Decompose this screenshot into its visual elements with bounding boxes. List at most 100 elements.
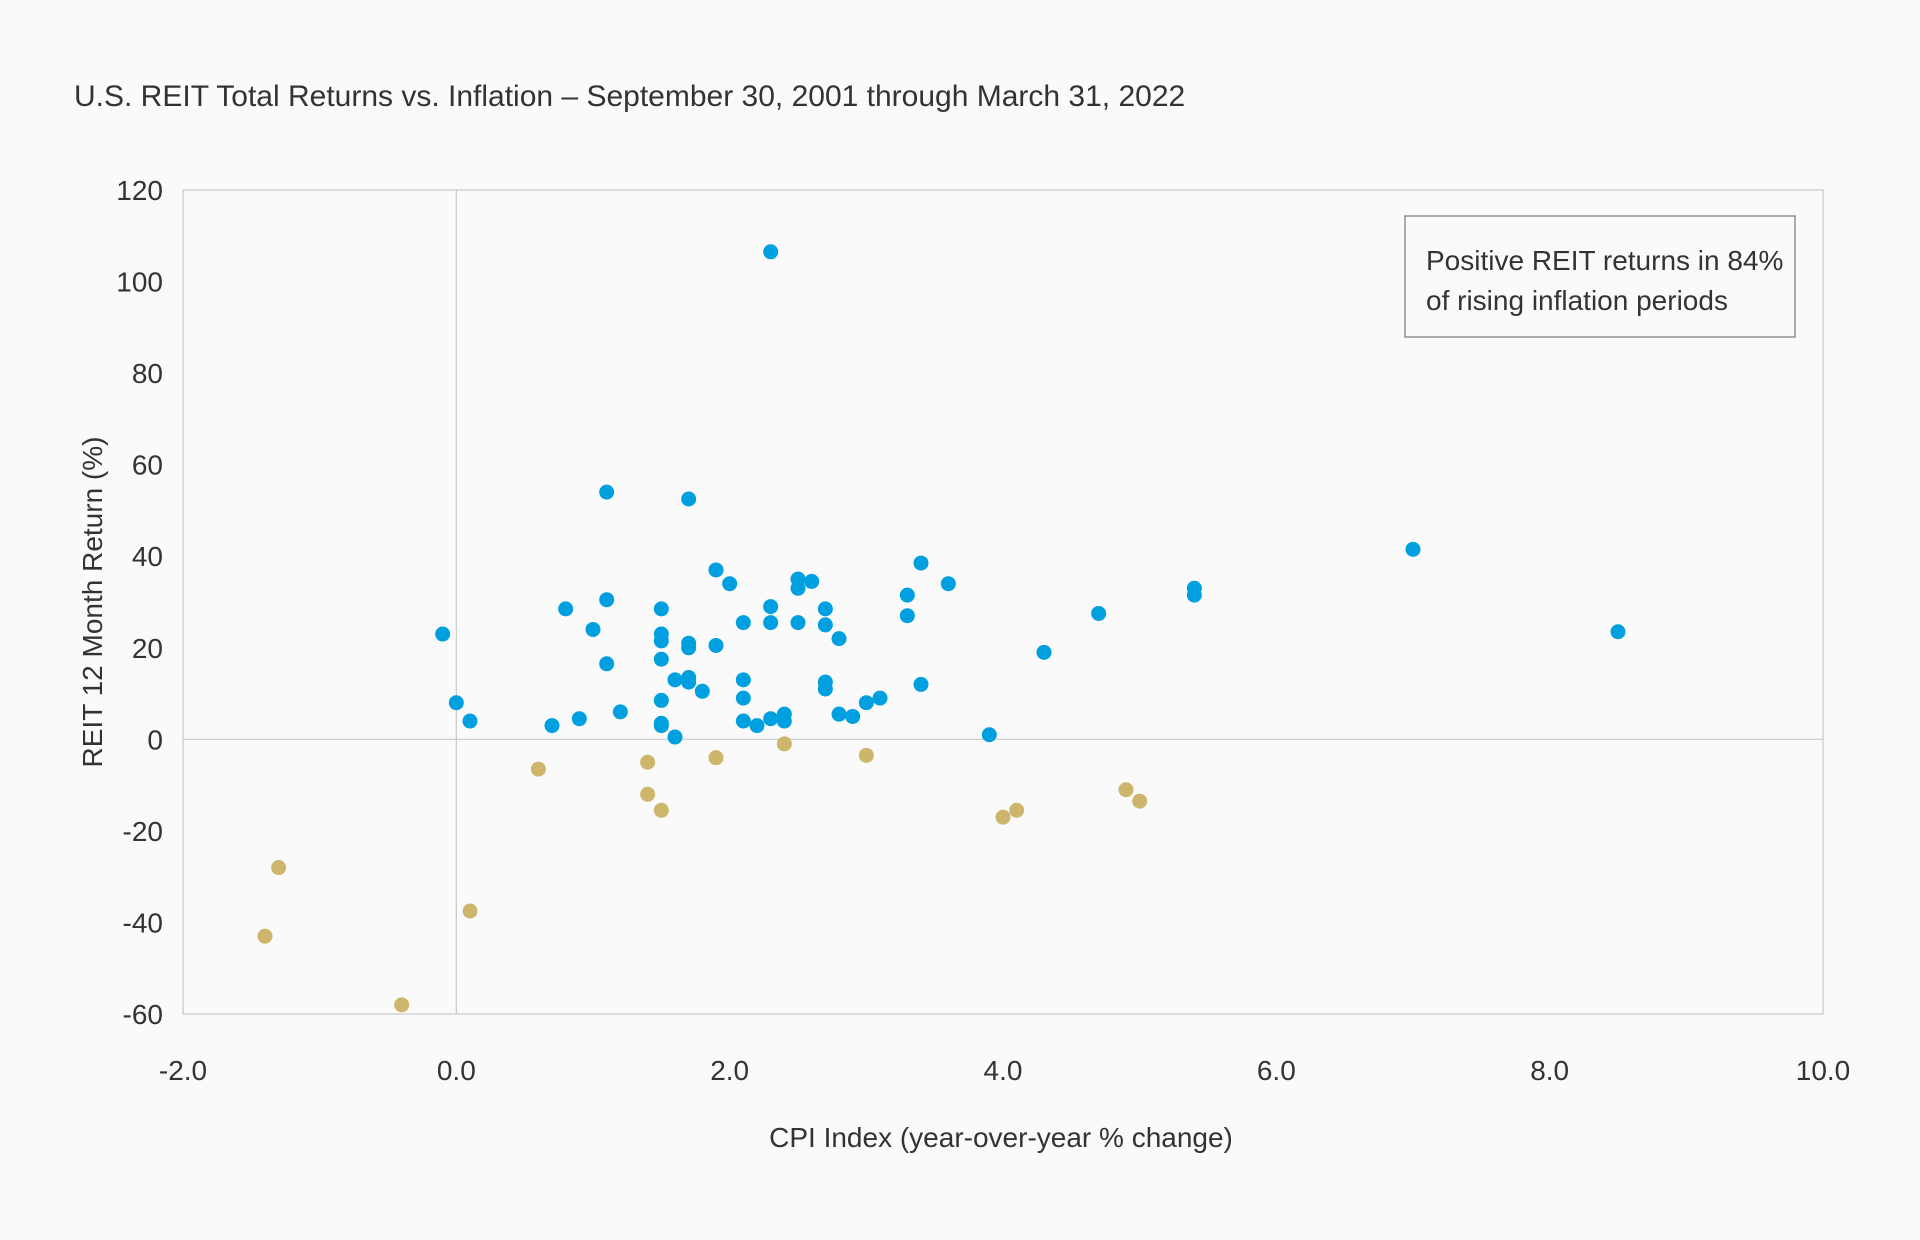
x-tick-label: -2.0 xyxy=(159,1055,207,1086)
x-tick-label: 0.0 xyxy=(437,1055,476,1086)
data-point-positive xyxy=(763,244,779,260)
data-point-positive xyxy=(448,695,464,711)
data-point-positive xyxy=(599,592,615,608)
data-points xyxy=(257,244,1626,1013)
y-tick-labels: 120 100 80 60 40 20 0 -20 -40 -60 xyxy=(116,175,163,1030)
data-point-positive xyxy=(708,562,724,578)
x-tick-label: 8.0 xyxy=(1530,1055,1569,1086)
data-point-positive xyxy=(599,484,615,500)
data-point-negative xyxy=(640,786,656,802)
data-point-positive xyxy=(653,633,669,649)
data-point-negative xyxy=(776,736,792,752)
data-point-positive xyxy=(763,599,779,615)
y-tick-label: 0 xyxy=(147,724,163,755)
data-point-positive xyxy=(653,651,669,667)
data-point-negative xyxy=(653,802,669,818)
x-tick-label: 6.0 xyxy=(1257,1055,1296,1086)
data-point-positive xyxy=(817,617,833,633)
data-point-positive xyxy=(858,695,874,711)
data-point-negative xyxy=(394,997,410,1013)
data-point-positive xyxy=(899,587,915,603)
data-point-positive xyxy=(735,615,751,631)
annotation-line-1: Positive REIT returns in 84% xyxy=(1426,245,1783,276)
data-point-negative xyxy=(257,928,273,944)
y-tick-label: -20 xyxy=(123,816,163,847)
data-point-negative xyxy=(708,750,724,766)
data-point-positive xyxy=(899,608,915,624)
x-tick-label: 10.0 xyxy=(1796,1055,1851,1086)
x-axis-label: CPI Index (year-over-year % change) xyxy=(769,1122,1233,1153)
data-point-positive xyxy=(1036,644,1052,660)
data-point-negative xyxy=(858,747,874,763)
data-point-positive xyxy=(1610,624,1626,640)
y-tick-label: 60 xyxy=(132,450,163,481)
data-point-negative xyxy=(995,809,1011,825)
data-point-positive xyxy=(681,674,697,690)
data-point-positive xyxy=(544,718,560,734)
data-point-positive xyxy=(763,711,779,727)
data-point-positive xyxy=(913,555,929,571)
x-tick-label: 2.0 xyxy=(710,1055,749,1086)
x-tick-labels: -2.0 0.0 2.0 4.0 6.0 8.0 10.0 xyxy=(159,1055,1850,1086)
data-point-positive xyxy=(940,576,956,592)
data-point-positive xyxy=(667,672,683,688)
data-point-negative xyxy=(462,903,478,919)
data-point-positive xyxy=(790,615,806,631)
annotation-frame xyxy=(1404,215,1796,338)
data-point-positive xyxy=(831,706,847,722)
annotation-line-2: of rising inflation periods xyxy=(1426,285,1728,316)
plot-area xyxy=(182,189,1824,1015)
data-point-positive xyxy=(872,690,888,706)
data-point-positive xyxy=(1405,541,1421,557)
y-tick-label: -40 xyxy=(123,907,163,938)
data-point-positive xyxy=(831,631,847,647)
data-point-positive xyxy=(735,690,751,706)
data-point-positive xyxy=(776,713,792,729)
data-point-positive xyxy=(1091,605,1107,621)
data-point-positive xyxy=(681,640,697,656)
data-point-positive xyxy=(681,491,697,507)
y-tick-label: 120 xyxy=(116,175,163,206)
data-point-negative xyxy=(1118,782,1134,798)
y-tick-label: 80 xyxy=(132,358,163,389)
y-tick-label: 100 xyxy=(116,267,163,298)
data-point-positive xyxy=(571,711,587,727)
data-point-positive xyxy=(694,683,710,699)
data-point-positive xyxy=(612,704,628,720)
data-point-positive xyxy=(722,576,738,592)
y-tick-label: -60 xyxy=(123,999,163,1030)
data-point-positive xyxy=(585,621,601,637)
annotation-box: Positive REIT returns in 84% of rising i… xyxy=(1404,215,1796,338)
data-point-negative xyxy=(1132,793,1148,809)
data-point-positive xyxy=(599,656,615,672)
data-point-positive xyxy=(653,718,669,734)
data-point-positive xyxy=(653,601,669,617)
y-axis-label: REIT 12 Month Return (%) xyxy=(77,437,108,768)
data-point-positive xyxy=(1186,587,1202,603)
y-tick-label: 20 xyxy=(132,633,163,664)
data-point-positive xyxy=(817,681,833,697)
data-point-positive xyxy=(913,676,929,692)
data-point-positive xyxy=(763,615,779,631)
data-point-negative xyxy=(640,754,656,770)
data-point-positive xyxy=(735,672,751,688)
data-point-negative xyxy=(530,761,546,777)
y-tick-label: 40 xyxy=(132,541,163,572)
data-point-positive xyxy=(558,601,574,617)
data-point-positive xyxy=(804,573,820,589)
data-point-positive xyxy=(790,580,806,596)
data-point-positive xyxy=(462,713,478,729)
data-point-positive xyxy=(708,637,724,653)
data-point-positive xyxy=(653,692,669,708)
data-point-positive xyxy=(845,708,861,724)
data-point-positive xyxy=(981,727,997,743)
data-point-positive xyxy=(735,713,751,729)
x-tick-label: 4.0 xyxy=(984,1055,1023,1086)
data-point-positive xyxy=(435,626,451,642)
data-point-negative xyxy=(271,860,287,876)
data-point-positive xyxy=(667,729,683,745)
data-point-negative xyxy=(1009,802,1025,818)
data-point-positive xyxy=(817,601,833,617)
data-point-positive xyxy=(749,718,765,734)
